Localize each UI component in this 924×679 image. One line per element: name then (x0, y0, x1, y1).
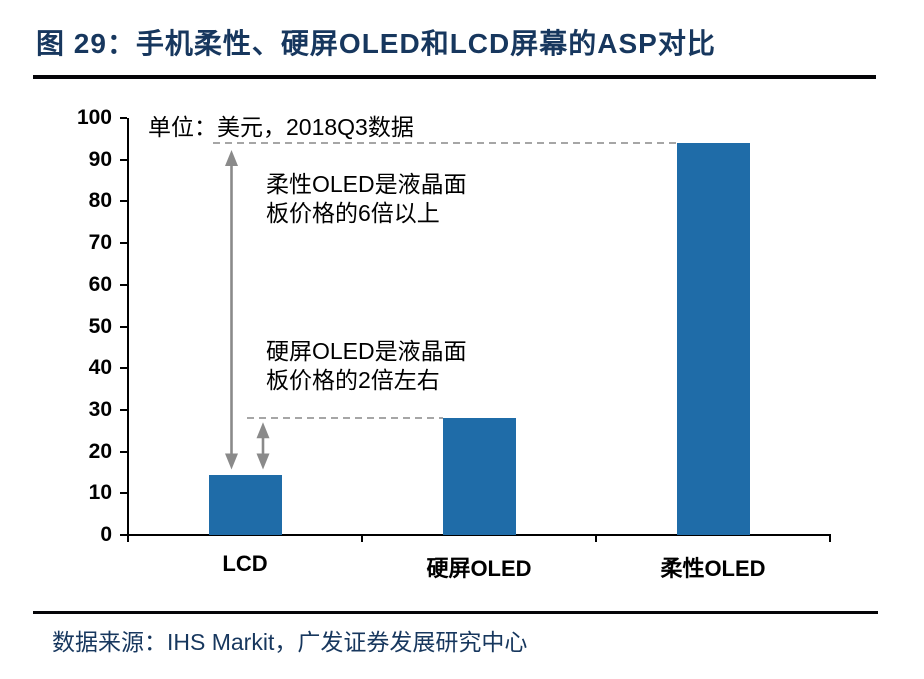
y-axis-tick-label: 0 (100, 523, 112, 546)
y-axis-tick (120, 325, 127, 328)
y-axis-tick-label: 20 (88, 439, 112, 463)
footer-divider (33, 611, 878, 614)
y-axis-tick-label: 40 (88, 356, 112, 380)
y-axis-tick (120, 200, 127, 203)
annotation-rigid-line-1: 硬屏OLED是液晶面 (266, 338, 467, 364)
y-axis-tick-label: 70 (88, 231, 112, 255)
data-source: 数据来源：IHS Markit，广发证券发展研究中心 (52, 629, 528, 655)
y-axis-tick (120, 450, 127, 453)
y-axis-tick-label: 10 (88, 481, 112, 505)
x-axis-tick (829, 535, 831, 542)
x-axis-label-rigid-oled: 硬屏OLED (426, 556, 532, 581)
y-axis-line (127, 118, 129, 536)
y-axis-tick (120, 367, 127, 370)
x-axis-tick (595, 535, 597, 542)
bar-rigid-oled (442, 418, 516, 535)
reference-dash-line-flexible-oled (213, 142, 677, 145)
bar-lcd (208, 474, 282, 535)
x-axis-label-flexible-oled: 柔性OLED (660, 556, 766, 581)
x-axis-label-lcd: LCD (222, 551, 268, 576)
arrow-rigid-vs-lcd (256, 422, 270, 470)
y-axis-tick-label: 90 (88, 147, 112, 171)
annotation-flexible-oled: 柔性OLED是液晶面 板价格的6倍以上 (266, 170, 467, 228)
y-axis-tick (120, 408, 127, 411)
figure-title: 图 29：手机柔性、硬屏OLED和LCD屏幕的ASP对比 (36, 28, 716, 59)
y-axis-tick-label: 30 (88, 397, 112, 421)
y-axis-tick-label: 100 (76, 106, 112, 129)
x-axis-line (127, 534, 831, 536)
annotation-rigid-oled: 硬屏OLED是液晶面 板价格的2倍左右 (266, 337, 467, 395)
annotation-flexible-line-2: 板价格的6倍以上 (266, 200, 440, 226)
y-axis-tick-label: 80 (88, 189, 112, 213)
annotation-rigid-line-2: 板价格的2倍左右 (266, 367, 440, 393)
x-axis-tick (127, 535, 129, 542)
y-axis-tick (120, 534, 127, 536)
y-axis-tick (120, 242, 127, 245)
unit-note: 单位：美元，2018Q3数据 (148, 114, 414, 140)
y-axis-tick-label: 50 (88, 314, 112, 338)
annotation-flexible-line-1: 柔性OLED是液晶面 (266, 171, 467, 197)
y-axis-tick (120, 117, 127, 119)
y-axis-tick (120, 283, 127, 286)
y-axis-tick-label: 60 (88, 272, 112, 296)
reference-dash-line-rigid-oled (247, 417, 443, 420)
arrow-flexible-vs-lcd (225, 150, 238, 470)
title-underline (33, 75, 876, 79)
bar-flexible-oled (676, 143, 750, 535)
x-axis-tick (361, 535, 363, 542)
y-axis-tick (120, 492, 127, 495)
y-axis-tick (120, 158, 127, 161)
